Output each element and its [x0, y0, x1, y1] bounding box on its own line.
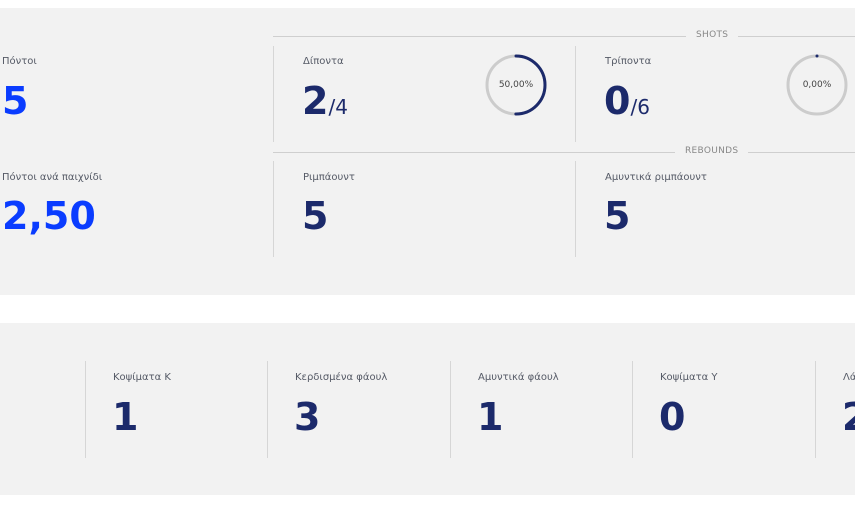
- bottom-stat-value: 1: [477, 395, 504, 439]
- shots-section-label: SHOTS: [686, 30, 739, 40]
- bottom-stat-label: Κερδισμένα φάουλ: [295, 372, 388, 383]
- three-pt-pct-label: 0,00%: [802, 80, 832, 90]
- stats-panel-bottom: Κοψίματα Κ 1 Κερδισμένα φάουλ 3 Αμυντικά…: [0, 323, 855, 495]
- rebounds-section-label: REBOUNDS: [675, 146, 749, 156]
- bottom-stat-value: 2: [842, 398, 855, 436]
- rebounds-value: 5: [302, 194, 329, 238]
- three-pt-label: Τρίποντα: [605, 56, 652, 67]
- rebounds-label: Ριμπάουντ: [303, 172, 355, 183]
- two-pt-label: Δίποντα: [303, 56, 344, 67]
- ppg-value: 2,50: [2, 194, 96, 238]
- bottom-stat-label: Κοψίματα Υ: [660, 372, 718, 383]
- bottom-stat-label: Λά: [843, 372, 855, 383]
- three-pt-made: 0: [604, 79, 631, 123]
- pct-arc: [485, 54, 547, 116]
- def-rebounds-value: 5: [604, 194, 631, 238]
- shots-divider: [273, 36, 855, 37]
- three-pt-pct-ring: 0,00%: [785, 53, 849, 117]
- two-pt-made: 2: [302, 79, 329, 123]
- cell-divider: [267, 361, 268, 458]
- two-pt-attempted: /4: [328, 95, 348, 119]
- two-pt-value: 2/4: [302, 82, 348, 120]
- bottom-stat-label: Κοψίματα Κ: [113, 372, 171, 383]
- cell-divider: [575, 46, 576, 142]
- cell-divider: [273, 161, 274, 257]
- bottom-stat-value: 0: [659, 395, 686, 439]
- cell-divider: [450, 361, 451, 458]
- bottom-stat-value: 3: [294, 395, 321, 439]
- points-label: Πόντοι: [2, 56, 37, 67]
- rebounds-divider: [273, 152, 855, 153]
- cell-divider: [575, 161, 576, 257]
- bottom-stat-label: Αμυντικά φάουλ: [478, 372, 559, 383]
- def-rebounds-label: Αμυντικά ριμπάουντ: [605, 172, 707, 183]
- three-pt-attempted: /6: [630, 95, 650, 119]
- cell-divider: [815, 361, 816, 458]
- pct-arc: [786, 54, 848, 116]
- points-value: 5: [2, 79, 29, 123]
- cell-divider: [85, 361, 86, 458]
- cell-divider: [273, 46, 274, 142]
- ppg-label: Πόντοι ανά παιχνίδι: [2, 172, 103, 183]
- three-pt-value: 0/6: [604, 82, 650, 120]
- two-pt-pct-label: 50,00%: [498, 80, 534, 90]
- bottom-stat-value: 1: [112, 395, 139, 439]
- stats-panel-top: Πόντοι 5 Πόντοι ανά παιχνίδι 2,50 SHOTS …: [0, 8, 855, 295]
- two-pt-pct-ring: 50,00%: [484, 53, 548, 117]
- cell-divider: [632, 361, 633, 458]
